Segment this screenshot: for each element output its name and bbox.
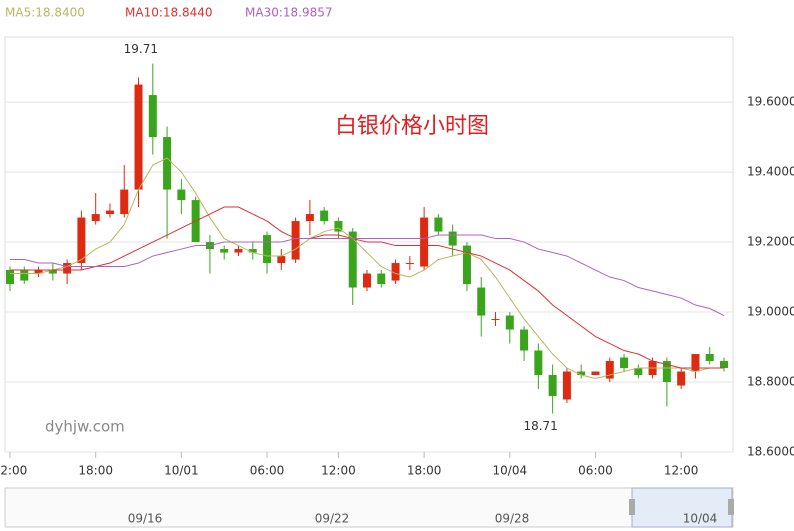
candle-body xyxy=(320,210,329,222)
candle-body xyxy=(291,221,300,260)
x-tick-label: 12:00 xyxy=(0,464,27,478)
candle-body xyxy=(420,217,429,267)
x-tick-label: 06:00 xyxy=(250,464,285,478)
candle-body xyxy=(163,137,172,190)
navigator-handle[interactable] xyxy=(728,499,734,515)
candle-body xyxy=(77,217,86,264)
candle-body xyxy=(577,371,586,376)
y-tick-label: 19.2000 xyxy=(747,235,794,249)
candle-body xyxy=(477,287,486,316)
candle-body xyxy=(520,329,529,351)
x-tick-label: 10/01 xyxy=(164,464,199,478)
x-tick-label: 18:00 xyxy=(407,464,442,478)
legend-entry: MA30:18.9857 xyxy=(245,6,333,20)
x-tick-label: 10/04 xyxy=(493,464,528,478)
candle-body xyxy=(63,263,72,274)
candle-body xyxy=(305,214,314,222)
candle-body xyxy=(263,235,272,264)
candle-body xyxy=(377,273,386,285)
candle-body xyxy=(20,270,29,281)
candle-body xyxy=(505,315,514,330)
candle-body xyxy=(105,210,114,215)
max-label: 19.71 xyxy=(124,42,158,56)
candle-body xyxy=(677,371,686,386)
x-tick-label: 18:00 xyxy=(78,464,113,478)
watermark: dyhjw.com xyxy=(45,418,125,436)
x-tick-label: 12:00 xyxy=(321,464,356,478)
navigator-selection[interactable] xyxy=(631,487,733,528)
y-tick-label: 18.8000 xyxy=(747,375,794,389)
plot-frame xyxy=(4,36,734,453)
navigator-label: 09/28 xyxy=(495,512,530,526)
legend-entry: MA10:18.8440 xyxy=(125,6,213,20)
candle-body xyxy=(405,263,414,265)
min-label: 18.71 xyxy=(523,419,557,433)
y-tick-label: 18.6000 xyxy=(747,445,794,459)
candle-body xyxy=(591,371,600,376)
candle-body xyxy=(48,270,57,274)
candle-body xyxy=(662,361,671,383)
candle-body xyxy=(363,273,371,288)
ma-line xyxy=(10,157,724,380)
candle-body xyxy=(620,357,629,369)
x-tick-label: 12:00 xyxy=(664,464,699,478)
candle-body xyxy=(6,270,14,285)
candle-body xyxy=(434,217,443,232)
ma-line xyxy=(10,234,725,316)
candle-body xyxy=(534,350,543,376)
candle-body xyxy=(705,354,714,362)
navigator[interactable] xyxy=(4,487,734,528)
candle-body xyxy=(220,249,229,253)
candle-body xyxy=(34,270,43,274)
candle-body xyxy=(605,361,614,379)
candle-body xyxy=(691,354,700,372)
y-tick-label: 19.0000 xyxy=(747,305,794,319)
candle-body xyxy=(491,319,500,321)
candle-body xyxy=(720,361,728,369)
candle-body xyxy=(120,189,129,215)
ma-line xyxy=(10,206,724,369)
candle-body xyxy=(148,95,157,138)
candle-body xyxy=(277,256,286,264)
legend-entry: MA5:18.8400 xyxy=(5,6,85,20)
navigator-handle[interactable] xyxy=(629,499,635,515)
candle-body xyxy=(334,221,343,232)
y-tick-label: 19.4000 xyxy=(747,165,794,179)
candle-body xyxy=(448,231,457,246)
chart-title: 白银价格小时图 xyxy=(335,114,489,139)
navigator-label: 09/22 xyxy=(315,512,350,526)
candle-body xyxy=(562,371,571,400)
candle-body xyxy=(634,368,643,376)
y-tick-label: 19.6000 xyxy=(747,95,794,109)
navigator-label: 10/04 xyxy=(683,512,718,526)
candle-body xyxy=(248,249,257,253)
candle-body xyxy=(134,84,143,190)
navigator-label: 09/16 xyxy=(128,512,163,526)
candle-body xyxy=(234,249,243,253)
candle-body xyxy=(391,263,400,281)
candle-body xyxy=(91,214,100,222)
candle-body xyxy=(462,245,471,285)
candle-body xyxy=(348,231,357,288)
candle-body xyxy=(177,189,186,201)
x-tick-label: 06:00 xyxy=(578,464,613,478)
candle-body xyxy=(548,375,557,397)
